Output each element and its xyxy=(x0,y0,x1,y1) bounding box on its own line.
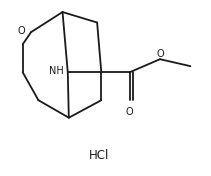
Text: O: O xyxy=(156,49,164,59)
Text: NH: NH xyxy=(49,66,64,76)
Text: O: O xyxy=(126,107,133,117)
Text: O: O xyxy=(18,26,26,36)
Text: HCl: HCl xyxy=(89,149,109,162)
